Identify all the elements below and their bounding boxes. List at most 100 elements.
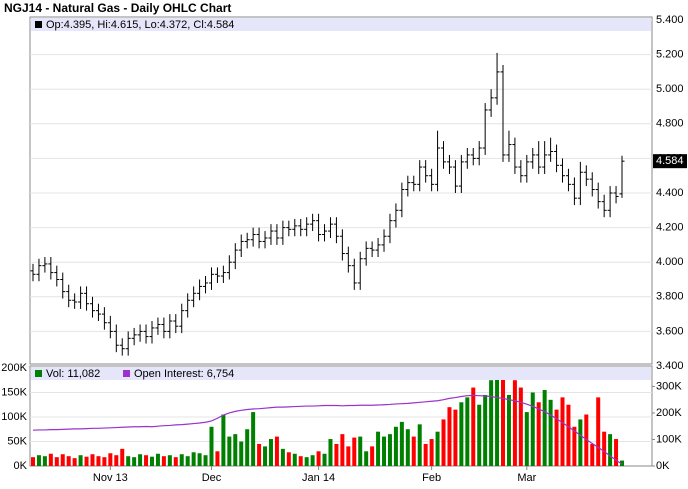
volume-bar: [90, 454, 95, 466]
volume-bar: [72, 458, 77, 466]
volume-bar: [405, 429, 410, 466]
y-tick-label: 100K: [1, 411, 27, 423]
volume-bar: [358, 436, 363, 466]
volume-bar: [173, 457, 178, 466]
legend-swatch: [35, 21, 42, 28]
volume-bar: [340, 434, 345, 466]
volume-bar: [197, 453, 202, 466]
volume-bar: [203, 455, 208, 466]
volume-bar: [310, 455, 315, 466]
marks: [30, 52, 625, 466]
volume-bar: [245, 429, 250, 466]
volume-bar: [36, 455, 41, 466]
y2-tick-label: 200K: [656, 407, 682, 419]
volume-bar: [78, 455, 83, 466]
y-tick-label: 150K: [1, 386, 27, 398]
y-tick-label: 5.400: [656, 14, 684, 26]
legend-entry: Open Interest: 6,754: [134, 368, 234, 380]
volume-bar: [346, 446, 351, 466]
volume-bar: [382, 436, 387, 466]
volume-bar: [322, 453, 327, 466]
chart-title: NGJ14 - Natural Gas - Daily OHLC Chart: [4, 1, 231, 15]
volume-bar: [239, 441, 244, 466]
volume-bar: [334, 443, 339, 466]
volume-bar: [274, 436, 279, 466]
volume-bar: [263, 446, 268, 466]
legend-swatch: [35, 370, 42, 377]
volume-bar: [257, 443, 262, 466]
volume-bar: [620, 460, 624, 466]
volume-bar: [286, 452, 291, 466]
volume-bar: [435, 431, 440, 466]
volume-bar: [280, 448, 285, 466]
volume-bar: [209, 426, 214, 466]
volume-bar: [364, 451, 369, 466]
y-tick-label: 50K: [7, 435, 27, 447]
y-tick-label: 4.400: [656, 187, 684, 199]
volume-bar: [102, 457, 107, 466]
open-interest-line: [32, 394, 623, 465]
legend-entry: Vol: 11,082: [46, 368, 100, 380]
volume-bar: [584, 414, 589, 466]
volume-bar: [155, 453, 160, 466]
volume-bar: [429, 439, 434, 466]
volume-bar: [227, 436, 232, 466]
legend-band: [31, 367, 651, 380]
volume-bar: [352, 437, 357, 466]
volume-bar: [453, 409, 458, 466]
last-price-badge: [653, 154, 687, 169]
volume-bar: [614, 439, 619, 466]
volume-bar: [483, 394, 488, 466]
y-tick-label: 3.600: [656, 325, 684, 337]
x-tick-label: Mar: [517, 472, 536, 484]
volume-bar: [411, 436, 416, 466]
volume-bar: [572, 426, 577, 466]
volume-bar: [185, 456, 190, 466]
volume-bar: [578, 419, 583, 466]
volume-bar: [144, 455, 149, 466]
volume-bar: [596, 397, 601, 466]
volume-bar: [393, 426, 398, 466]
volume-bar: [42, 456, 47, 466]
y-tick-label: 3.800: [656, 291, 684, 303]
y-tick-label: 4.200: [656, 222, 684, 234]
y2-tick-label: 0K: [656, 460, 670, 472]
volume-bar: [512, 380, 517, 466]
volume-bar: [114, 455, 119, 466]
last-price-label: 4.584: [656, 155, 684, 167]
volume-bar: [530, 392, 535, 466]
volume-bar: [387, 434, 392, 466]
volume-bar: [471, 387, 476, 466]
y-tick-label: 5.200: [656, 49, 684, 61]
volume-bar: [542, 390, 547, 466]
volume-bar: [191, 452, 196, 466]
y2-tick-label: 100K: [656, 433, 682, 445]
volume-bar: [417, 424, 422, 466]
volume-bar: [608, 434, 613, 466]
legend-swatch: [123, 370, 130, 377]
volume-bar: [602, 431, 607, 466]
y-tick-label: 3.400: [656, 360, 684, 372]
volume-bar: [138, 454, 143, 466]
volume-bar: [370, 446, 375, 466]
volume-bar: [524, 412, 529, 466]
y-tick-label: 5.000: [656, 83, 684, 95]
volume-bar: [48, 453, 53, 466]
y-tick-label: 0K: [14, 460, 28, 472]
volume-bar: [60, 454, 65, 466]
volume-bar: [268, 439, 273, 466]
volume-bar: [423, 443, 428, 466]
volume-bar: [215, 451, 220, 466]
x-tick-label: Jan 14: [302, 472, 335, 484]
volume-bar: [459, 402, 464, 466]
volume-bar: [292, 453, 297, 466]
volume-bar: [108, 453, 113, 466]
ohlc-legend: Op:4.395, Hi:4.615, Lo:4.372, Cl:4.584: [46, 19, 234, 31]
volume-bar: [328, 439, 333, 466]
volume-bar: [149, 456, 154, 466]
volume-bar: [298, 456, 303, 466]
y-tick-label: 200K: [1, 362, 27, 374]
volume-bar: [495, 372, 500, 466]
volume-bar: [590, 443, 595, 466]
volume-bar: [221, 414, 226, 466]
